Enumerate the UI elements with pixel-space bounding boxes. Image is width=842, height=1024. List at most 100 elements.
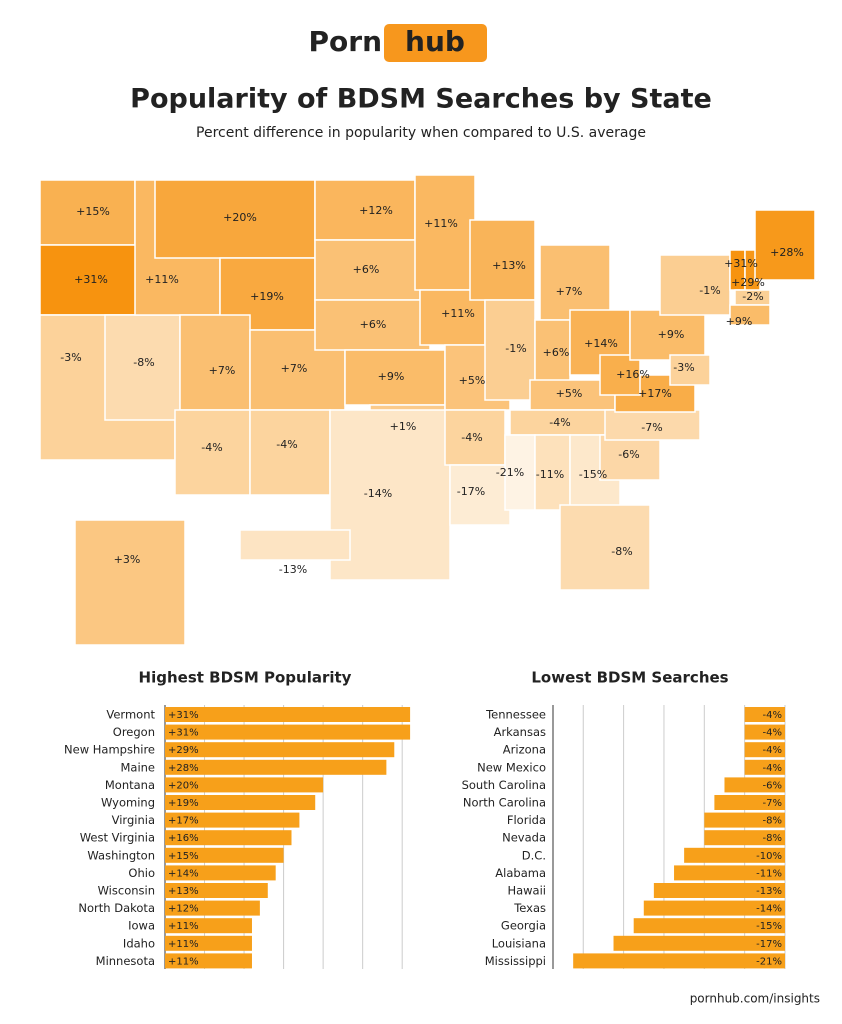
value-label: +11% xyxy=(168,939,199,950)
bar xyxy=(165,707,411,722)
category-label: Maine xyxy=(120,760,155,774)
state xyxy=(154,179,316,259)
bar xyxy=(165,918,252,934)
subtitle: Percent difference in popularity when co… xyxy=(196,125,646,141)
category-label: Louisiana xyxy=(492,936,546,950)
bar xyxy=(165,935,252,951)
state xyxy=(249,409,331,496)
state xyxy=(469,219,536,301)
bar xyxy=(165,953,252,969)
state xyxy=(444,409,506,466)
value-label: -17% xyxy=(756,939,782,950)
category-label: Oregon xyxy=(113,725,155,739)
state-label: +11% xyxy=(145,273,179,286)
state-label: -6% xyxy=(618,448,639,461)
value-label: -4% xyxy=(763,710,782,721)
bar xyxy=(613,935,785,951)
state-label: +31% xyxy=(724,257,758,270)
state xyxy=(754,209,816,281)
state xyxy=(599,354,641,396)
footer: pornhub.com/insights xyxy=(690,992,820,1006)
state-label: +3% xyxy=(114,553,141,566)
bar xyxy=(165,742,395,758)
bar xyxy=(165,883,268,898)
state-label: +11% xyxy=(441,307,475,320)
state-label: -21% xyxy=(496,466,524,479)
state-label: -3% xyxy=(60,351,81,364)
state-label: +5% xyxy=(459,374,486,387)
value-label: -14% xyxy=(756,904,782,915)
value-label: +16% xyxy=(168,833,199,844)
bar xyxy=(704,812,785,828)
state xyxy=(344,349,446,406)
category-label: D.C. xyxy=(522,848,546,862)
category-label: Vermont xyxy=(106,708,155,722)
state-label: -1% xyxy=(699,284,720,297)
value-label: -6% xyxy=(763,780,782,791)
category-label: New Hampshire xyxy=(64,743,155,757)
value-label: -10% xyxy=(756,851,782,862)
bar xyxy=(165,777,324,793)
logo-left: Porn xyxy=(309,25,383,58)
value-label: +28% xyxy=(168,763,199,774)
category-label: Hawaii xyxy=(507,884,546,898)
category-label: Virginia xyxy=(112,813,155,827)
bar xyxy=(714,795,785,810)
value-label: -7% xyxy=(763,798,782,809)
state-label: +31% xyxy=(74,273,108,286)
bar xyxy=(165,812,300,828)
bar xyxy=(165,759,387,775)
state-label: +28% xyxy=(770,246,804,259)
value-label: -4% xyxy=(763,728,782,739)
state-label: -4% xyxy=(276,438,297,451)
state-label: +29% xyxy=(731,276,765,289)
state-label: +9% xyxy=(726,315,753,328)
state xyxy=(559,504,651,591)
category-label: Florida xyxy=(507,813,546,827)
category-label: Georgia xyxy=(501,919,546,933)
value-label: +14% xyxy=(168,868,199,879)
bar xyxy=(704,830,785,846)
state-label: +17% xyxy=(638,387,672,400)
state xyxy=(629,309,706,361)
bar xyxy=(744,742,785,758)
value-label: +31% xyxy=(168,728,199,739)
category-label: North Dakota xyxy=(78,901,155,915)
bar xyxy=(165,847,284,863)
state-label: +20% xyxy=(223,211,257,224)
state xyxy=(239,529,351,561)
state-label: -4% xyxy=(201,441,222,454)
bar xyxy=(633,918,785,934)
state-label: +7% xyxy=(209,364,236,377)
state-label: -4% xyxy=(461,431,482,444)
state-label: -4% xyxy=(549,416,570,429)
state-label: -14% xyxy=(364,487,392,500)
category-label: Wisconsin xyxy=(98,884,155,898)
bar xyxy=(724,777,785,793)
state xyxy=(534,434,571,511)
category-label: Idaho xyxy=(123,936,155,950)
value-label: +11% xyxy=(168,956,199,967)
state-label: +9% xyxy=(658,328,685,341)
state-label: -11% xyxy=(536,468,564,481)
bar-chart-title: Lowest BDSM Searches xyxy=(531,669,728,687)
state-label: -1% xyxy=(505,342,526,355)
bar xyxy=(573,953,785,969)
category-label: South Carolina xyxy=(462,778,546,792)
state-label: -8% xyxy=(611,545,632,558)
bar xyxy=(744,759,785,775)
category-label: Montana xyxy=(105,778,155,792)
value-label: +15% xyxy=(168,851,199,862)
value-label: +13% xyxy=(168,886,199,897)
state-label: +5% xyxy=(556,387,583,400)
category-label: Arizona xyxy=(503,743,546,757)
category-label: Arkansas xyxy=(494,725,546,739)
value-label: +19% xyxy=(168,798,199,809)
state-label: +12% xyxy=(359,204,393,217)
category-label: West Virginia xyxy=(80,831,155,845)
title: Popularity of BDSM Searches by State xyxy=(130,84,712,115)
bar xyxy=(643,900,785,916)
state-label: +1% xyxy=(390,420,417,433)
category-label: Texas xyxy=(513,901,546,915)
